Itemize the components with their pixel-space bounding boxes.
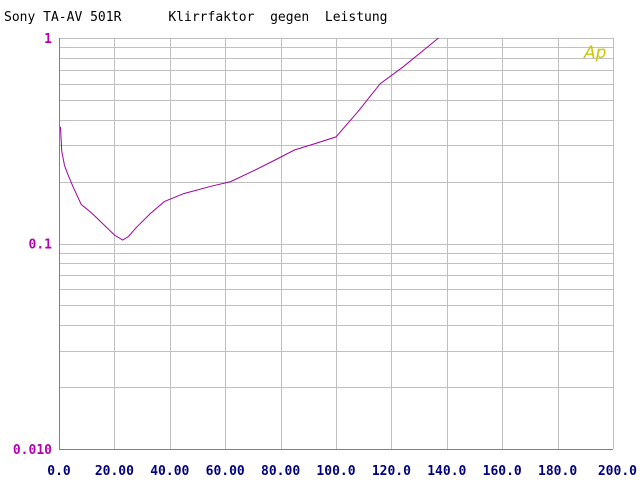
x-tick-label: 60.00 <box>206 464 245 479</box>
x-tick-label: 0.0 <box>47 464 71 479</box>
chart-title: Sony TA-AV 501R Klirrfaktor gegen Leistu… <box>4 10 388 25</box>
x-tick-label: 180.0 <box>538 464 577 479</box>
x-tick-label: 80.00 <box>261 464 300 479</box>
x-tick-label: 120.0 <box>372 464 411 479</box>
y-tick-label: 1 <box>44 32 52 47</box>
series-group <box>59 37 439 241</box>
x-tick-label: 140.0 <box>427 464 466 479</box>
x-tick-label: 160.0 <box>483 464 522 479</box>
y-tick-labels: 1 0.1 0.010 <box>13 32 52 458</box>
x-tick-labels: 0.0 20.00 40.00 60.00 80.00 100.0 120.0 140.0 16… <box>47 464 637 479</box>
y-tick-label: 0.1 <box>29 238 53 253</box>
axes <box>59 38 613 450</box>
ap-logo: Ap <box>583 43 607 63</box>
x-tick-label: 200.0 <box>598 464 637 479</box>
x-tick-label: 20.00 <box>95 464 134 479</box>
series-line-1 <box>59 37 439 241</box>
x-tick-label: 100.0 <box>316 464 355 479</box>
y-tick-label: 0.010 <box>13 443 52 458</box>
x-tick-label: 40.00 <box>150 464 189 479</box>
